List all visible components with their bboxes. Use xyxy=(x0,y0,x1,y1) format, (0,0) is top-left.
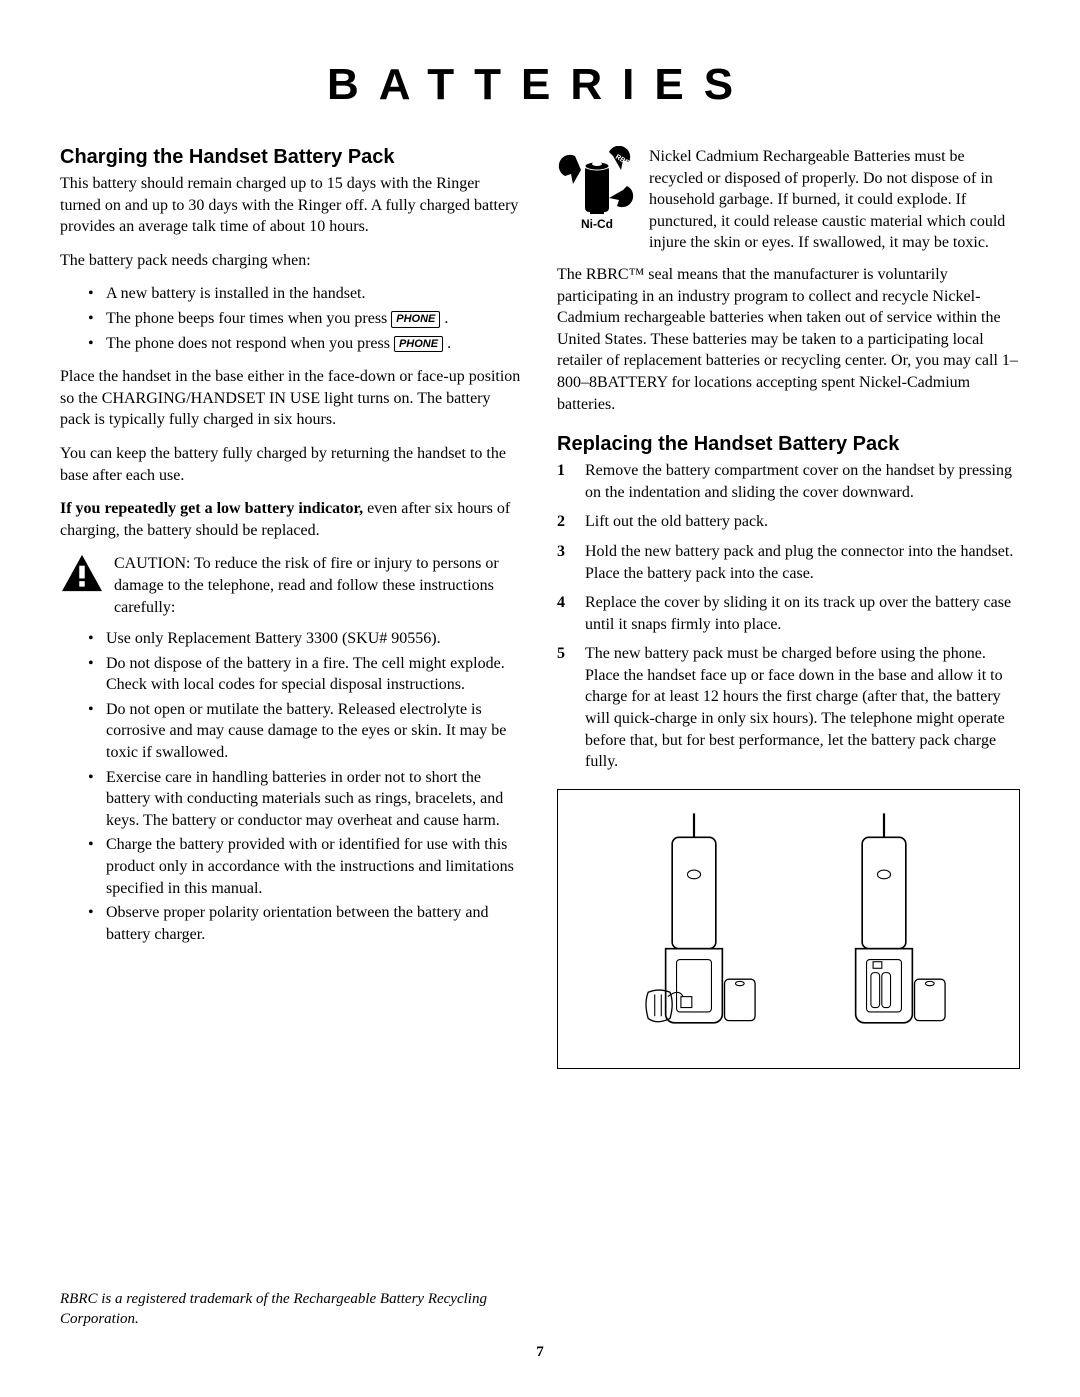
charging-p4: You can keep the battery fully charged b… xyxy=(60,443,523,486)
handset-drawing-1 xyxy=(624,809,764,1049)
rbrc-icon: Ni-Cd RBRC xyxy=(557,146,637,254)
caution-text: CAUTION: To reduce the risk of fire or i… xyxy=(114,553,523,618)
phone-key-icon: PHONE xyxy=(391,311,440,328)
rbrc-block: Ni-Cd RBRC Nickel Cadmium Rechargeable B… xyxy=(557,146,1020,254)
rbrc-intro-text: Nickel Cadmium Rechargeable Batteries mu… xyxy=(649,146,1020,254)
step-item: Lift out the old battery pack. xyxy=(557,511,1020,533)
page-title: BATTERIES xyxy=(60,60,1020,110)
page-number: 7 xyxy=(0,1344,1080,1361)
step-item: Remove the battery compartment cover on … xyxy=(557,460,1020,503)
charging-bullets: A new battery is installed in the handse… xyxy=(60,283,523,354)
two-column-layout: Charging the Handset Battery Pack This b… xyxy=(60,146,1020,1069)
bullet-item: A new battery is installed in the handse… xyxy=(88,283,523,305)
bullet-item: Do not dispose of the battery in a fire.… xyxy=(88,653,523,696)
warning-icon xyxy=(60,553,104,618)
charging-p1: This battery should remain charged up to… xyxy=(60,173,523,238)
bullet-item: The phone beeps four times when you pres… xyxy=(88,308,523,330)
footnote: RBRC is a registered trademark of the Re… xyxy=(60,1290,500,1329)
bullet-item: Exercise care in handling batteries in o… xyxy=(88,767,523,832)
caution-block: CAUTION: To reduce the risk of fire or i… xyxy=(60,553,523,618)
charging-heading: Charging the Handset Battery Pack xyxy=(60,146,523,169)
bullet-item: The phone does not respond when you pres… xyxy=(88,333,523,355)
caution-bullets: Use only Replacement Battery 3300 (SKU# … xyxy=(60,628,523,945)
rbrc-para: The RBRC™ seal means that the manufactur… xyxy=(557,264,1020,415)
handset-illustration xyxy=(557,789,1020,1069)
step-item: The new battery pack must be charged bef… xyxy=(557,643,1020,773)
charging-p2: The battery pack needs charging when: xyxy=(60,250,523,272)
bullet-item: Observe proper polarity orientation betw… xyxy=(88,902,523,945)
replacing-steps: Remove the battery compartment cover on … xyxy=(557,460,1020,773)
step-item: Hold the new battery pack and plug the c… xyxy=(557,541,1020,584)
low-battery-note: If you repeatedly get a low battery indi… xyxy=(60,498,523,541)
right-column: Ni-Cd RBRC Nickel Cadmium Rechargeable B… xyxy=(557,146,1020,1069)
bullet-item: Use only Replacement Battery 3300 (SKU# … xyxy=(88,628,523,650)
handset-drawing-2 xyxy=(814,809,954,1049)
phone-key-icon: PHONE xyxy=(394,336,443,353)
bullet-item: Charge the battery provided with or iden… xyxy=(88,834,523,899)
replacing-heading: Replacing the Handset Battery Pack xyxy=(557,433,1020,456)
step-item: Replace the cover by sliding it on its t… xyxy=(557,592,1020,635)
bullet-item: Do not open or mutilate the battery. Rel… xyxy=(88,699,523,764)
svg-text:Ni-Cd: Ni-Cd xyxy=(581,217,613,231)
left-column: Charging the Handset Battery Pack This b… xyxy=(60,146,523,1069)
charging-p3: Place the handset in the base either in … xyxy=(60,366,523,431)
